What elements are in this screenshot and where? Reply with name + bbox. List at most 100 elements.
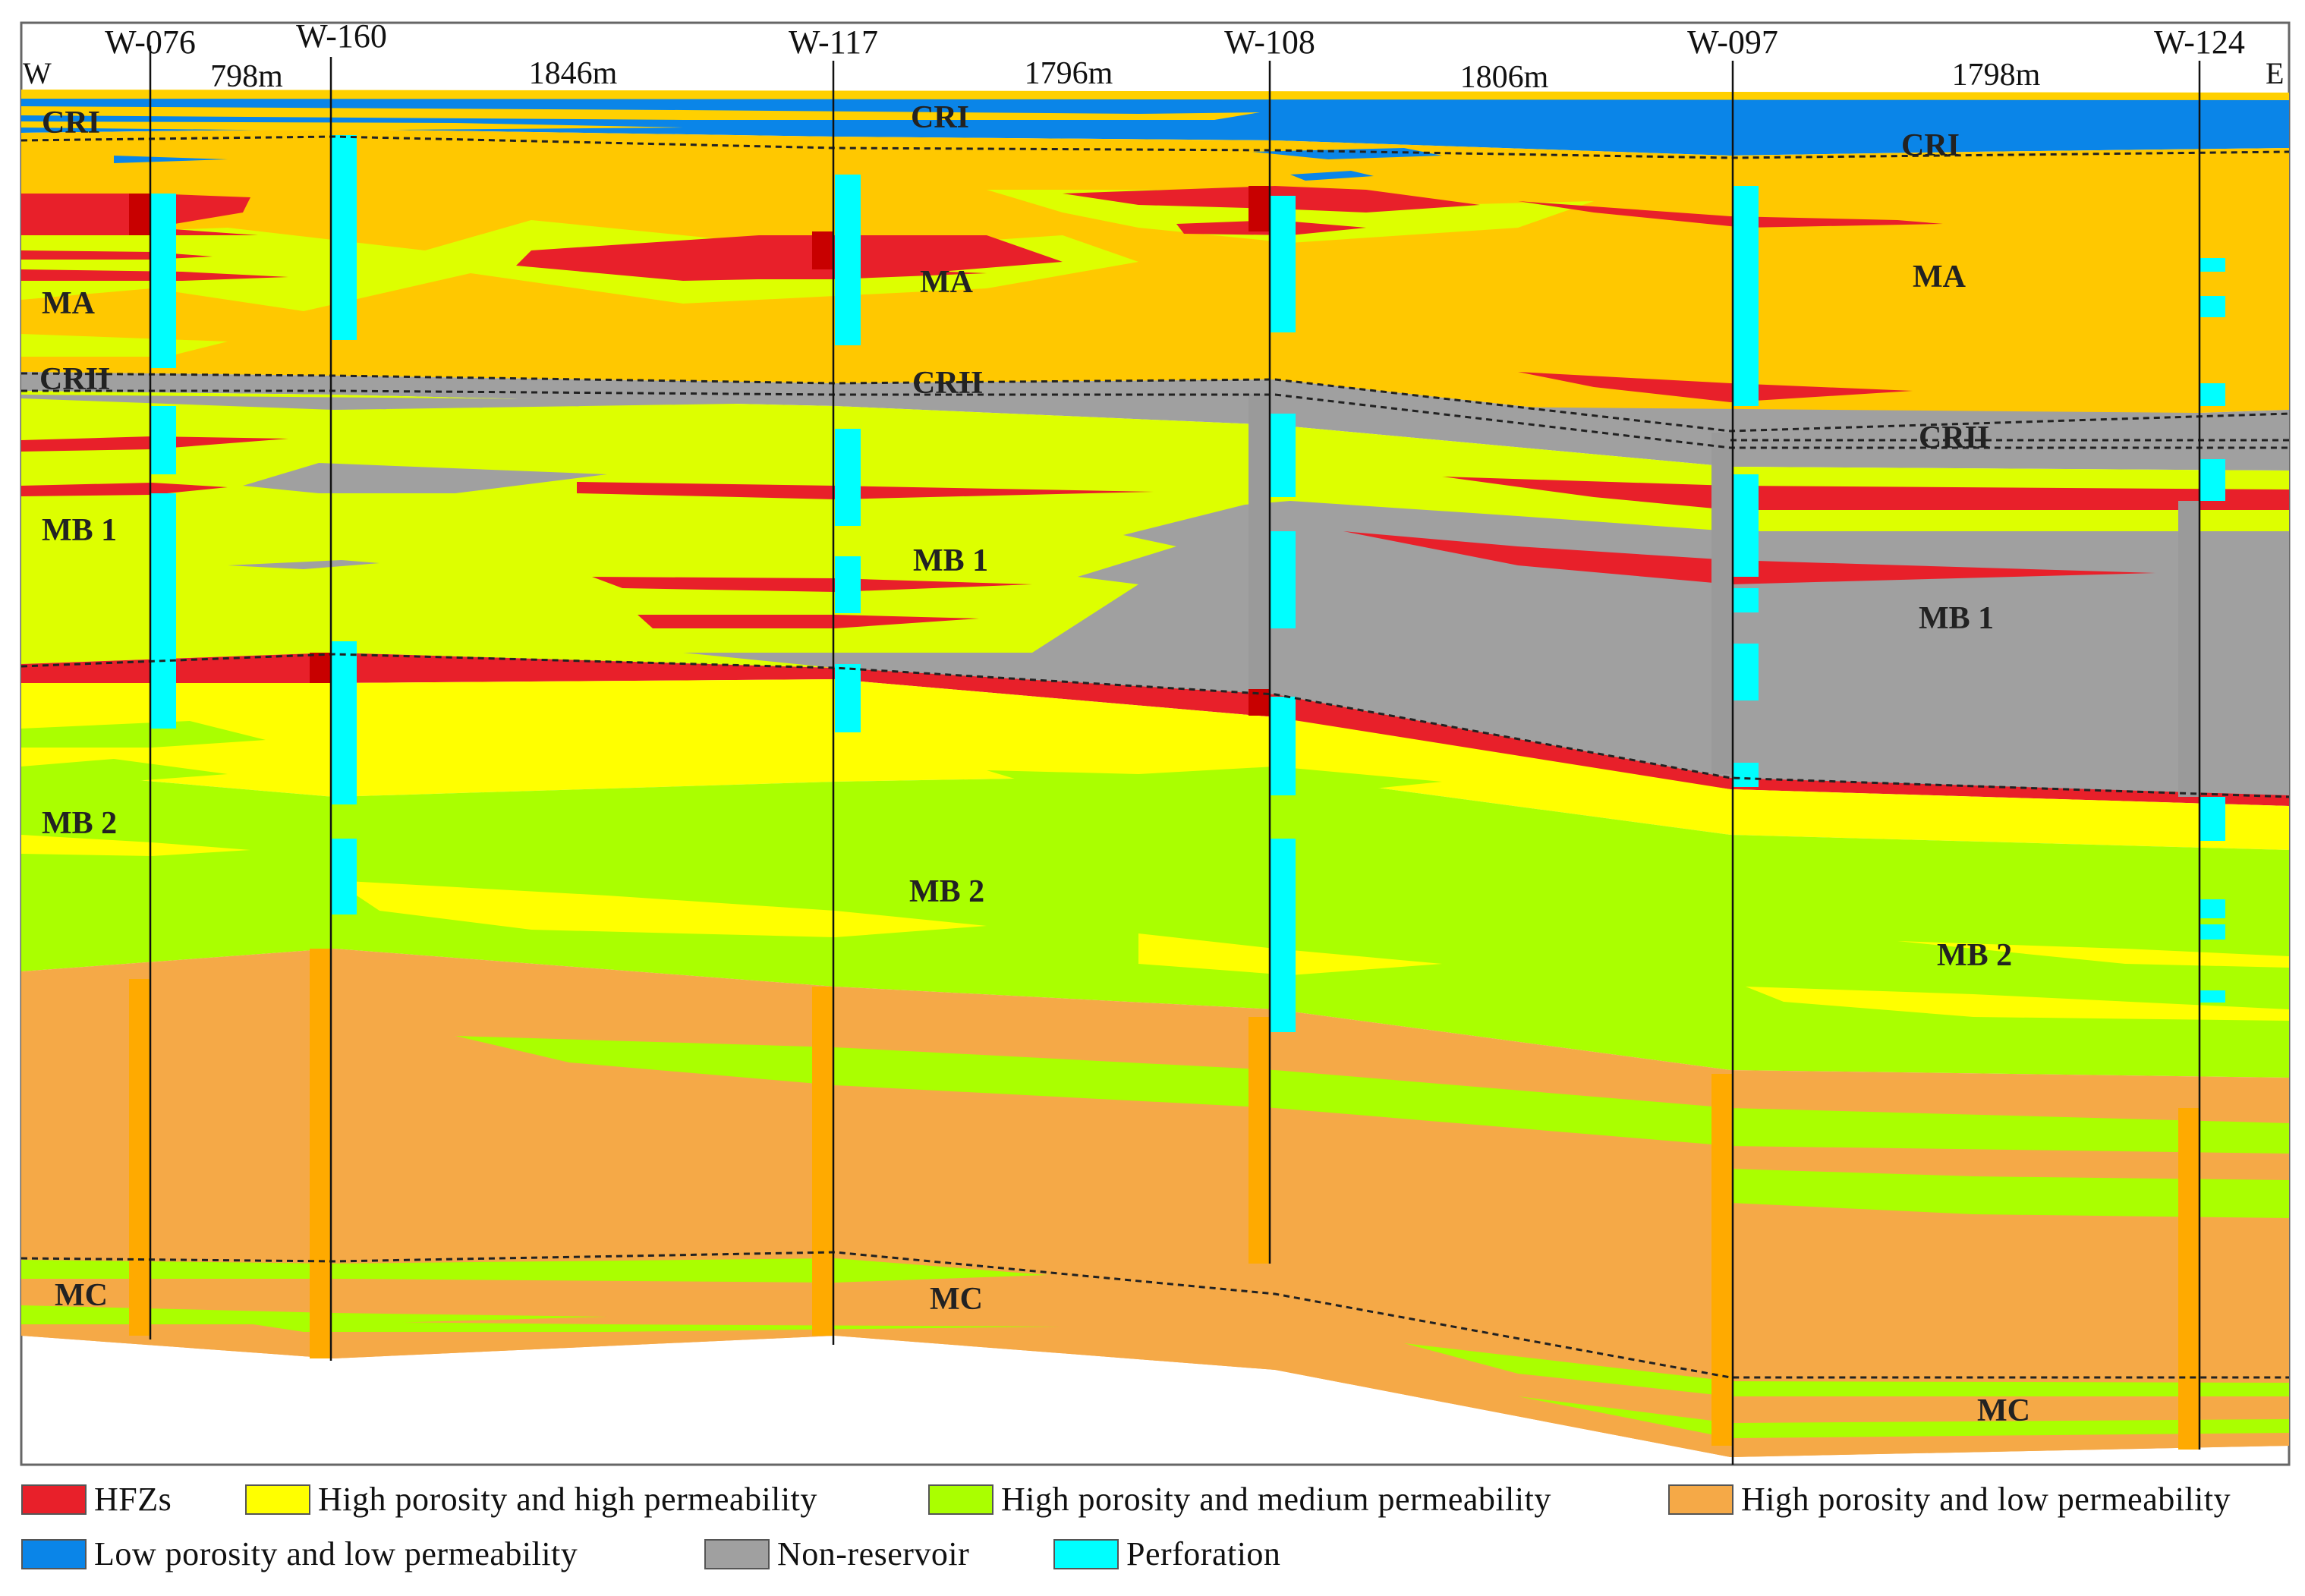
legend-label-high-medium: High porosity and medium permeability bbox=[1001, 1481, 1551, 1518]
well-label-w108: W-108 bbox=[1224, 24, 1315, 61]
well-label-w097: W-097 bbox=[1687, 24, 1778, 61]
legend-item-low-low: Low porosity and low permeability bbox=[21, 1535, 578, 1573]
cri-layer bbox=[21, 91, 2289, 156]
perforation-w160-2 bbox=[331, 641, 357, 804]
ma-crii-boundary bbox=[20, 372, 2290, 433]
well-track-w076-red bbox=[129, 194, 150, 235]
zone-label-ma-center: MA bbox=[920, 265, 974, 300]
legend-swatch-low-low bbox=[21, 1538, 87, 1569]
mb2-mc-boundary bbox=[20, 1251, 2289, 1379]
legend-item-non-reservoir: Non-reservoir bbox=[704, 1535, 969, 1573]
ma-hfz-097-2 bbox=[1518, 372, 1913, 402]
perforation-w097-4 bbox=[1733, 644, 1759, 700]
well-label-w117: W-117 bbox=[789, 24, 878, 61]
mb2-green-c bbox=[21, 721, 266, 748]
mb1-hfz-c2 bbox=[592, 577, 1032, 592]
mb1-hfz-e1 bbox=[1442, 477, 2289, 510]
mc-green-1 bbox=[21, 1258, 1047, 1283]
mb1-mb2-boundary bbox=[20, 653, 2290, 798]
perforations bbox=[150, 135, 2225, 1032]
legend-label-hfzs: HFZs bbox=[94, 1481, 172, 1518]
well-lines bbox=[149, 46, 2201, 1465]
legend-item-perforation: Perforation bbox=[1053, 1535, 1280, 1573]
perforation-w160-1 bbox=[331, 135, 357, 340]
perforation-w160-3 bbox=[331, 839, 357, 914]
orange-green-1 bbox=[455, 1036, 2289, 1154]
zone-label-ma-west: MA bbox=[42, 286, 96, 321]
legend-label-low-low: Low porosity and low permeability bbox=[94, 1535, 578, 1572]
orange-green-2 bbox=[1730, 1169, 2289, 1218]
perforation-w108-5 bbox=[1270, 839, 1296, 1032]
perforation-w124-5 bbox=[2200, 797, 2225, 841]
legend-item-high-medium: High porosity and medium permeability bbox=[928, 1480, 1551, 1519]
mc-green-4 bbox=[1404, 1343, 2289, 1396]
perforation-w076-3 bbox=[150, 493, 176, 729]
zone-label-cri-center: CRI bbox=[911, 100, 969, 135]
distance-w117-w108: 1796m bbox=[1025, 56, 1113, 91]
legend-swatch-perforation bbox=[1053, 1538, 1119, 1569]
mb2-upper bbox=[21, 679, 2289, 850]
perforation-w124-4 bbox=[2200, 459, 2225, 501]
mb1-hfz-w2 bbox=[21, 483, 228, 496]
distance-w108-w097: 1806m bbox=[1460, 60, 1549, 95]
legend-swatch-hfzs bbox=[21, 1484, 87, 1515]
mb2-yellow-e bbox=[1897, 941, 2289, 968]
perforation-w108-3 bbox=[1270, 531, 1296, 628]
zone-label-mb2-west: MB 2 bbox=[42, 806, 117, 841]
zone-label-mb2-east: MB 2 bbox=[1937, 938, 2012, 973]
perforation-w097-3 bbox=[1733, 588, 1759, 612]
zone-label-mb1-center: MB 1 bbox=[913, 543, 988, 578]
zone-label-cri-east: CRI bbox=[1901, 128, 1960, 163]
zone-label-crii-east: CRII bbox=[1919, 420, 1989, 455]
mb2-lower bbox=[21, 770, 2289, 1078]
legend-swatch-high-low bbox=[1668, 1484, 1733, 1515]
zone-label-mc-west: MC bbox=[55, 1278, 108, 1313]
mc-green-5 bbox=[1518, 1396, 2289, 1438]
perforation-w108-4 bbox=[1270, 697, 1296, 795]
perforation-w124-1 bbox=[2200, 258, 2225, 272]
mc-green-3 bbox=[228, 1321, 1063, 1332]
well-track-w160-lower bbox=[310, 949, 331, 1358]
legend-label-non-reservoir: Non-reservoir bbox=[777, 1535, 970, 1572]
distance-w076-w160: 798m bbox=[210, 59, 283, 94]
perforation-w108-2 bbox=[1270, 414, 1296, 497]
legend-swatch-high-medium bbox=[928, 1484, 993, 1515]
zone-boundaries bbox=[20, 135, 2290, 1379]
perforation-w124-8 bbox=[2200, 990, 2225, 1003]
perforation-w124-7 bbox=[2200, 924, 2225, 940]
zone-label-mb1-west: MB 1 bbox=[42, 513, 117, 548]
well-track-w108-lower bbox=[1249, 1017, 1270, 1264]
well-track-w097-lower bbox=[1711, 1074, 1733, 1446]
legend-label-perforation: Perforation bbox=[1126, 1535, 1281, 1572]
mb1-grey-west bbox=[243, 463, 607, 493]
zone-label-mb2-center: MB 2 bbox=[909, 874, 984, 909]
perforation-w097-2 bbox=[1733, 474, 1759, 577]
distance-w160-w117: 1846m bbox=[529, 56, 618, 91]
legend-label-high-low: High porosity and low permeability bbox=[1741, 1481, 2231, 1518]
zone-label-mc-east: MC bbox=[1977, 1393, 2030, 1428]
legend-label-high-high: High porosity and high permeability bbox=[318, 1481, 817, 1518]
well-track-w097-grey bbox=[1711, 433, 1733, 774]
cri-ma-boundary bbox=[20, 135, 2290, 159]
zone-label-mc-center: MC bbox=[930, 1282, 983, 1317]
perforation-w117-4 bbox=[835, 664, 861, 732]
crii-mb1-boundary bbox=[21, 389, 2289, 449]
perforation-w124-3 bbox=[2200, 383, 2225, 406]
well-track-w117-lower bbox=[812, 987, 833, 1336]
mb1-hfz-c1 bbox=[577, 482, 1154, 499]
distance-w097-w124: 1798m bbox=[1952, 58, 2041, 93]
cri-stripe-2 bbox=[21, 121, 683, 131]
ma-hfz-center bbox=[516, 235, 1063, 281]
mb1-mb2-hfz bbox=[21, 653, 2289, 806]
legend-swatch-non-reservoir bbox=[704, 1538, 770, 1569]
mb1-grey-lens bbox=[228, 560, 379, 569]
well-label-w076: W-076 bbox=[105, 24, 196, 61]
perforation-w117-1 bbox=[835, 175, 861, 345]
zone-label-cri-west: CRI bbox=[42, 105, 100, 140]
legend-item-high-low: High porosity and low permeability bbox=[1668, 1480, 2231, 1519]
well-label-w160: W-160 bbox=[296, 17, 387, 55]
well-track-w124-grey bbox=[2178, 501, 2200, 797]
well-track-w117-red bbox=[812, 231, 833, 269]
mb2-yellow-b bbox=[334, 880, 987, 937]
